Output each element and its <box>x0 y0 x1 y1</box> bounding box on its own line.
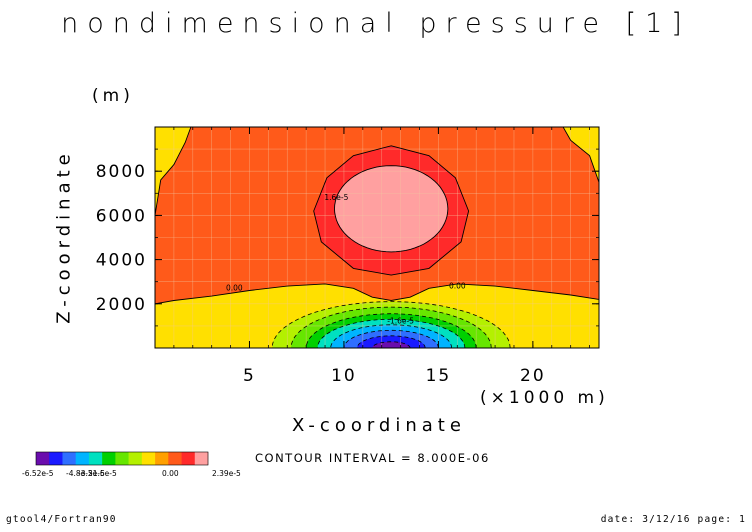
contour-label-4: -1.6e-5 <box>387 317 414 326</box>
colorbar-swatch <box>128 452 143 465</box>
contour-zero-topleft <box>155 127 192 216</box>
y-tick-label: 6000 <box>96 206 147 226</box>
contour-negative-6 <box>343 329 439 348</box>
colorbar-frame <box>35 451 209 466</box>
footer-software: gtool4/Fortran90 <box>6 514 117 525</box>
contour-max <box>334 165 449 253</box>
contour-negative-2 <box>290 306 492 348</box>
y-tick-label: 8000 <box>96 162 147 182</box>
contour-interval-text: CONTOUR INTERVAL = 8.000E-06 <box>255 451 490 465</box>
y-tick-label: 4000 <box>96 251 147 271</box>
colorbar-swatch <box>49 452 63 465</box>
x-tick-label: 15 <box>426 366 452 386</box>
x-tick-label: 5 <box>243 366 256 386</box>
colorbar-swatch <box>155 452 169 465</box>
x-axis-unit: (×1000 m) <box>480 388 609 408</box>
colorbar-swatch <box>141 452 156 465</box>
colorbar-tick-label: 0.00 <box>162 469 179 478</box>
colorbar-tick-label: -6.52e-5 <box>22 469 54 478</box>
colorbar-swatch <box>181 452 196 465</box>
contour-label-2: 0.00 <box>449 281 466 290</box>
colorbar-tick-label: -1.6e-5 <box>90 469 117 478</box>
x-tick-label: 10 <box>331 366 357 386</box>
x-tick-label: 20 <box>520 366 546 386</box>
contour-label-3: 1.6e-5 <box>324 193 348 202</box>
colorbar-swatch <box>115 452 129 465</box>
colorbar-swatch <box>36 452 50 465</box>
colorbar-swatch <box>88 452 103 465</box>
chart-title: nondimensional pressure [1] <box>61 8 691 39</box>
y-axis-unit: (m) <box>92 86 134 106</box>
contour-label-1: 0.00 <box>226 284 243 293</box>
colorbar-swatch <box>194 452 209 465</box>
colorbar-swatch <box>102 452 116 465</box>
colorbar-tick-label: -4.8e-5 <box>66 469 93 478</box>
colorbar-tick-label: -3.2e-5 <box>78 469 105 478</box>
contour-negative-5 <box>330 324 453 348</box>
contour-zero <box>155 283 599 305</box>
contour-zero-topright <box>562 127 599 183</box>
colorbar-tick-label: 2.39e-5 <box>212 469 241 478</box>
fill-band-zero-topright <box>563 127 599 183</box>
colorbar-swatch <box>62 452 76 465</box>
contour-high <box>313 145 470 276</box>
x-axis-label: X-coordinate <box>292 415 466 436</box>
footer-date-page: date: 3/12/16 page: 1 <box>600 514 746 525</box>
y-tick-label: 2000 <box>96 295 147 315</box>
colorbar-swatch <box>168 452 182 465</box>
colorbar-swatch <box>75 452 90 465</box>
contour-negative-7 <box>356 335 426 348</box>
